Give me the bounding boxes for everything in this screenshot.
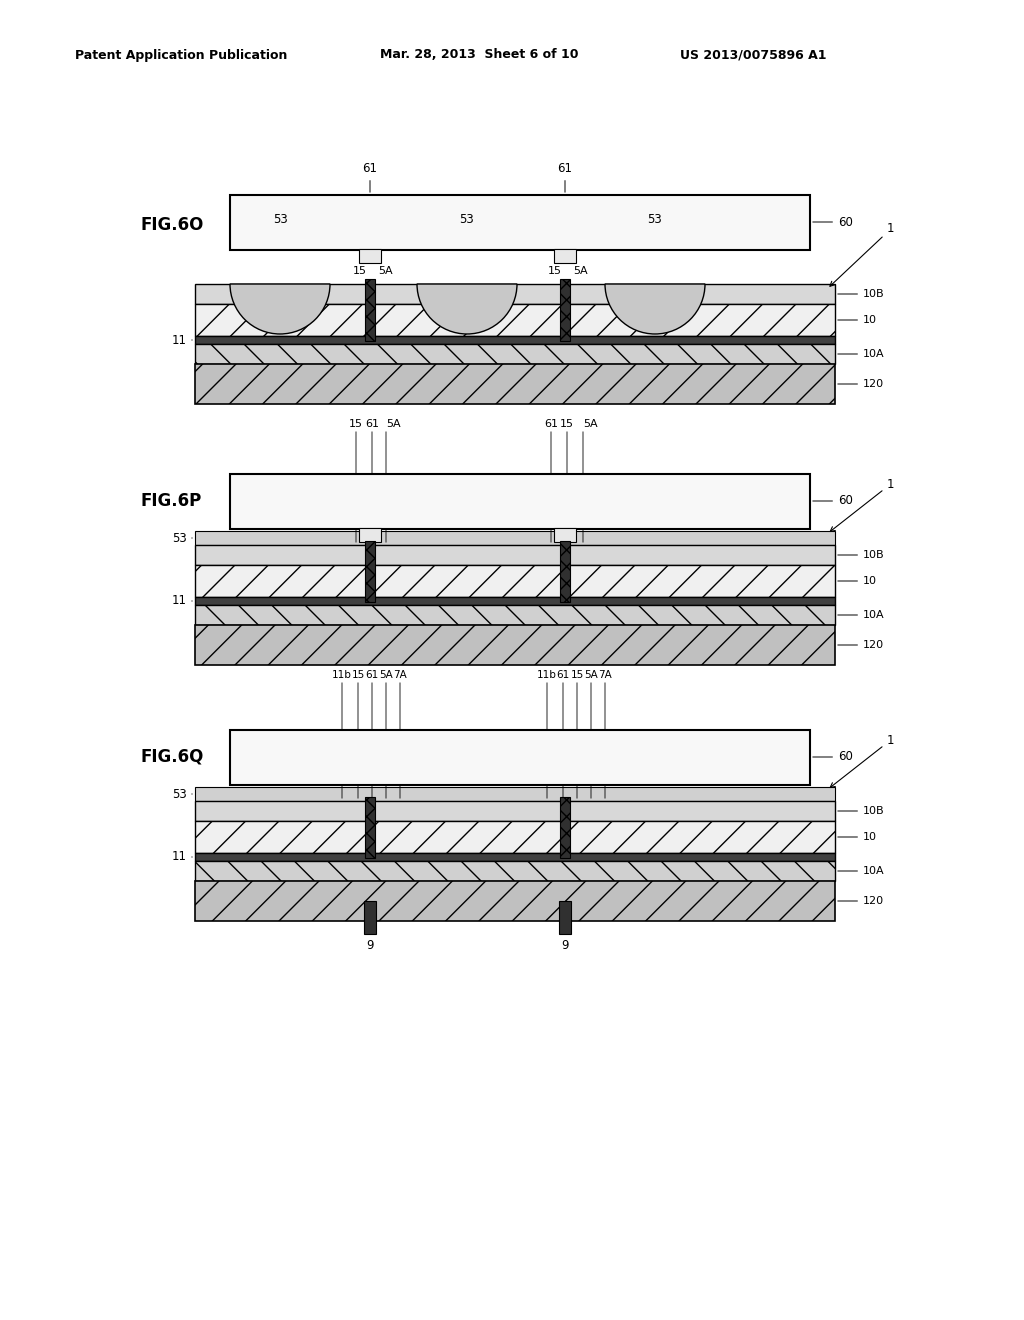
Bar (554, 528, 575, 543)
Bar (195, 880, 835, 921)
Bar (554, 249, 575, 263)
Text: 15: 15 (570, 671, 584, 680)
Bar (364, 902, 376, 935)
Text: 10A: 10A (838, 348, 885, 359)
Bar (560, 279, 570, 341)
Text: 60: 60 (813, 751, 853, 763)
Text: 5A: 5A (583, 418, 598, 429)
Bar (195, 597, 835, 605)
Bar (230, 195, 810, 249)
Text: US 2013/0075896 A1: US 2013/0075896 A1 (680, 49, 826, 62)
Text: FIG.6O: FIG.6O (140, 216, 204, 234)
Text: 120: 120 (838, 379, 884, 389)
Bar (195, 364, 835, 404)
Bar (559, 902, 571, 935)
Bar (195, 284, 835, 304)
Wedge shape (230, 284, 330, 334)
Text: 15: 15 (548, 267, 562, 276)
Bar (560, 541, 570, 602)
Text: 1: 1 (830, 478, 895, 532)
Bar (195, 787, 835, 801)
Text: 11: 11 (172, 594, 187, 607)
Text: 11: 11 (172, 334, 187, 346)
Text: 53: 53 (647, 213, 663, 226)
Text: 10B: 10B (838, 807, 885, 816)
Text: 15: 15 (351, 671, 365, 680)
Text: 10: 10 (838, 832, 877, 842)
Text: 61: 61 (557, 162, 572, 193)
Text: 61: 61 (366, 671, 379, 680)
Text: 10A: 10A (838, 610, 885, 620)
Bar (195, 337, 835, 345)
Text: 7A: 7A (393, 671, 407, 680)
Text: 1: 1 (830, 734, 895, 788)
Text: 5A: 5A (378, 267, 392, 276)
Text: 15: 15 (349, 418, 362, 429)
Bar (359, 528, 381, 543)
Bar (230, 730, 810, 785)
Bar (195, 624, 835, 665)
Wedge shape (605, 284, 705, 334)
Bar (195, 545, 835, 565)
Text: 10A: 10A (838, 866, 885, 876)
Text: 9: 9 (561, 939, 568, 952)
Text: 61: 61 (362, 162, 378, 193)
Text: Patent Application Publication: Patent Application Publication (75, 49, 288, 62)
Text: 5A: 5A (386, 418, 400, 429)
Text: 120: 120 (838, 896, 884, 906)
Text: 61: 61 (556, 671, 569, 680)
Bar (359, 249, 381, 263)
Text: 15: 15 (560, 418, 574, 429)
Bar (560, 797, 570, 858)
Bar (365, 541, 375, 602)
Text: 10: 10 (838, 315, 877, 325)
Text: 120: 120 (838, 640, 884, 649)
Text: 53: 53 (272, 213, 288, 226)
Bar (195, 565, 835, 597)
Bar (195, 821, 835, 853)
Bar (195, 801, 835, 821)
Bar (195, 304, 835, 337)
Text: 53: 53 (172, 532, 187, 544)
Text: 53: 53 (172, 788, 187, 800)
Text: 11: 11 (172, 850, 187, 863)
Text: 7A: 7A (598, 671, 612, 680)
Text: 61: 61 (544, 418, 558, 429)
Text: 10B: 10B (838, 289, 885, 300)
Text: 61: 61 (365, 418, 379, 429)
Bar (195, 345, 835, 364)
Text: FIG.6P: FIG.6P (140, 492, 202, 510)
Text: 5A: 5A (584, 671, 598, 680)
Text: 15: 15 (353, 267, 367, 276)
Bar (365, 797, 375, 858)
Text: 1: 1 (829, 223, 895, 286)
Text: 60: 60 (813, 495, 853, 507)
Text: 60: 60 (813, 215, 853, 228)
Text: 11b: 11b (537, 671, 557, 680)
Bar (365, 279, 375, 341)
Text: 9: 9 (367, 939, 374, 952)
Text: 10B: 10B (838, 550, 885, 560)
Wedge shape (417, 284, 517, 334)
Text: 10: 10 (838, 576, 877, 586)
Text: 5A: 5A (573, 267, 588, 276)
Text: 5A: 5A (379, 671, 393, 680)
Bar (195, 605, 835, 624)
Bar (195, 861, 835, 880)
Bar (195, 531, 835, 545)
Bar (230, 474, 810, 529)
Text: Mar. 28, 2013  Sheet 6 of 10: Mar. 28, 2013 Sheet 6 of 10 (380, 49, 579, 62)
Text: 11b: 11b (332, 671, 352, 680)
Text: 53: 53 (460, 213, 474, 226)
Bar (195, 853, 835, 861)
Text: FIG.6Q: FIG.6Q (140, 748, 204, 766)
